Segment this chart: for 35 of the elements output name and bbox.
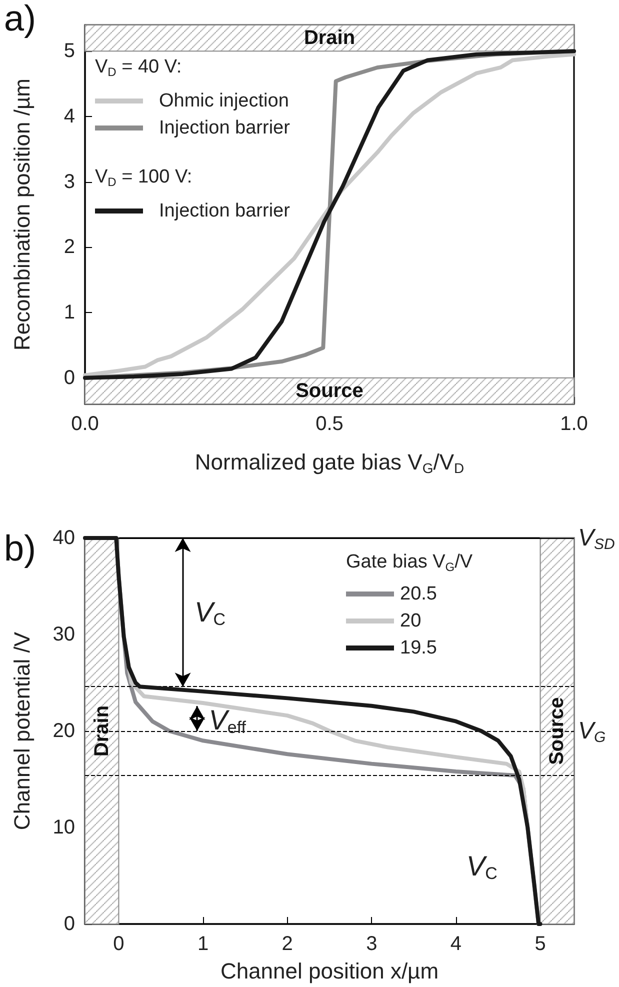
y-tick-label: 30 [52,624,75,646]
x-axis-title: Channel position x/µm [220,958,439,984]
chart-title: a) [4,0,36,38]
x-tick-label: 0 [113,933,124,955]
x-tick-label: 2 [282,933,293,955]
legend-label: 20.5 [400,584,437,604]
x-tick-label: 3 [366,933,378,955]
band-label: Source [546,697,568,765]
band-label: Drain [304,27,356,50]
y-tick-label: 2 [64,236,75,258]
band-label: Drain [90,705,113,757]
x-tick-label: 1 [197,933,209,955]
legend-label: 19.5 [400,638,437,658]
x-tick-label: 5 [534,933,546,955]
y-tick-label: 0 [64,913,75,935]
y-axis-title: Recombination position /µm [10,78,34,350]
y-tick-label: 20 [52,720,75,742]
y-tick-label: 4 [64,105,75,128]
y-axis-title: Channel potential /V [10,632,34,830]
x-tick-label: 0.5 [316,413,344,435]
y-tick-label: 3 [64,170,75,193]
legend-label: Ohmic injection [159,90,289,112]
legend-label: 20 [400,610,422,632]
y-tick-label: 0 [64,366,75,389]
legend-label: Injection barrier [159,200,291,222]
y-tick-label: 5 [64,40,75,62]
y-tick-label: 1 [64,302,75,324]
chart-title: b) [4,528,36,568]
band-label: Source [296,380,364,402]
x-tick-label: 4 [450,933,462,955]
x-tick-label: 1.0 [560,413,588,435]
legend-label: Injection barrier [159,118,291,138]
y-tick-label: 10 [52,816,75,838]
y-tick-label: 40 [52,527,75,549]
x-tick-label: 0.0 [71,413,99,435]
